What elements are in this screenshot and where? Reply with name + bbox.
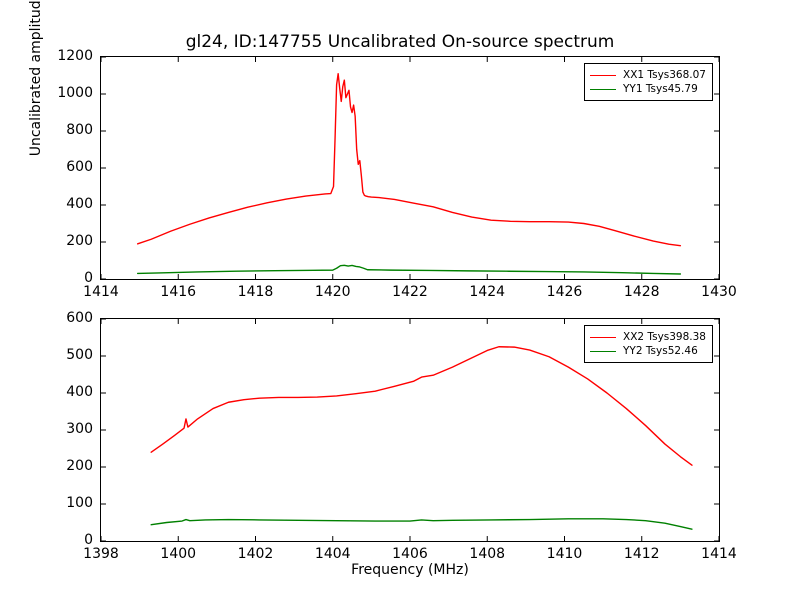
spectrum-plot-top	[101, 57, 719, 279]
y-tick-label: 400	[66, 195, 93, 212]
spectrum-plot-bottom	[101, 319, 719, 541]
y-tick-label: 800	[66, 121, 93, 138]
legend-label: XX2 Tsys398.38	[623, 331, 706, 343]
y-axis-ticks-top: 0 200 400 600 800 1000 1200	[45, 48, 93, 286]
legend-label: YY2 Tsys52.46	[623, 345, 698, 357]
x-tick-label: 1422	[392, 284, 428, 300]
x-tick-label: 1430	[701, 284, 737, 300]
x-tick-label: 1404	[314, 546, 351, 562]
x-tick-label: 1400	[160, 546, 197, 562]
y-tick-label: 1000	[57, 84, 93, 101]
y-tick-label: 600	[66, 159, 93, 175]
x-tick-label: 1410	[546, 546, 583, 562]
x-tick-label: 1412	[623, 546, 660, 562]
y-tick-label: 200	[66, 233, 93, 249]
x-axis-ticks-top: 1414 1416 1418 1420 1422 1424 1426 1428 1430	[83, 279, 737, 305]
y-tick-label: 0	[84, 270, 93, 286]
x-axis-ticks-bottom: 1398 1400 1402 1404 1406 1408 1410 1412 1414	[83, 541, 737, 567]
legend-bottom: XX2 Tsys398.38 YY2 Tsys52.46	[584, 325, 713, 363]
y-tick-label: 300	[66, 421, 93, 437]
x-tick-label: 1398	[83, 546, 119, 562]
series-line	[138, 265, 681, 274]
x-tick-label: 1420	[314, 284, 351, 300]
y-axis-label: Uncalibrated amplitude	[28, 0, 44, 157]
x-tick-label: 1426	[546, 284, 583, 300]
x-tick-label: 1408	[469, 546, 506, 562]
y-tick-label: 200	[66, 457, 93, 474]
series-line	[138, 74, 681, 246]
x-tick-label: 1402	[237, 546, 274, 562]
figure-title: gl24, ID:147755 Uncalibrated On-source s…	[185, 32, 615, 52]
legend-entry: YY2 Tsys52.46	[590, 344, 706, 358]
legend-color-swatch	[590, 88, 617, 90]
y-tick-label: 500	[66, 346, 93, 363]
legend-entry: YY1 Tsys45.79	[590, 82, 706, 96]
y-tick-label: 100	[66, 495, 93, 511]
legend-top: XX1 Tsys368.07 YY1 Tsys45.79	[584, 63, 713, 101]
x-tick-label: 1418	[237, 284, 274, 300]
y-tick-label: 600	[66, 310, 93, 326]
x-axis-label: Frequency (MHz)	[351, 562, 469, 578]
series-line	[151, 519, 692, 529]
y-tick-label: 1200	[57, 48, 93, 64]
x-tick-label: 1414	[83, 284, 119, 300]
legend-entry: XX1 Tsys368.07	[590, 68, 706, 82]
y-tick-label: 0	[84, 532, 93, 548]
legend-entry: XX2 Tsys398.38	[590, 330, 706, 344]
x-tick-label: 1424	[469, 284, 506, 300]
x-tick-label: 1406	[392, 546, 428, 562]
x-tick-label: 1414	[701, 546, 737, 562]
x-tick-label: 1428	[623, 284, 660, 300]
legend-label: XX1 Tsys368.07	[623, 69, 706, 81]
legend-label: YY1 Tsys45.79	[623, 83, 698, 95]
legend-color-swatch	[590, 74, 617, 76]
legend-color-swatch	[590, 336, 617, 338]
legend-color-swatch	[590, 350, 617, 352]
series-line	[151, 347, 692, 465]
x-tick-label: 1416	[160, 284, 197, 300]
spectrum-panel-top: 0 200 400 600 800 1000 1200 1414 1416 1418 1420 14…	[57, 48, 736, 300]
y-tick-label: 400	[66, 383, 93, 400]
spectrum-panel-bottom: 0 100 200 300 400 500 600 1398 1400 1402 1404 1406…	[66, 310, 737, 562]
y-axis-ticks-bottom: 0 100 200 300 400 500 600	[45, 310, 93, 548]
